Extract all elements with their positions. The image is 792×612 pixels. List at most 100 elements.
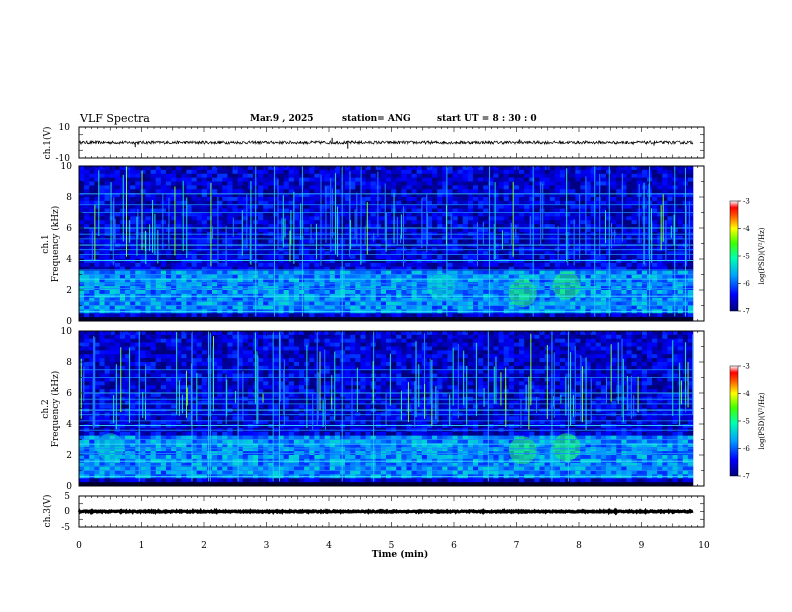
spectrogram-cell — [125, 220, 131, 225]
spectrogram-cell — [304, 189, 310, 194]
spectrogram-cell — [590, 313, 597, 318]
spectrogram-cell — [524, 189, 530, 194]
spectrogram-cell — [391, 185, 397, 190]
spectrogram-cell — [171, 212, 177, 217]
spectrogram-cell — [99, 274, 105, 279]
spectrogram-cell — [319, 200, 325, 206]
spectrogram-cell — [534, 290, 540, 295]
spectrogram-cell — [89, 266, 95, 271]
spectrogram-cell — [590, 216, 597, 221]
spectrogram-cell — [232, 301, 238, 306]
spectrogram-cell — [652, 262, 658, 268]
spectrogram-cell — [554, 216, 561, 221]
spectrogram-cell — [519, 239, 525, 244]
spectrogram-cell — [89, 220, 95, 225]
spectrogram-cell — [114, 255, 121, 260]
spectrogram-cell — [493, 278, 499, 283]
spectrogram-cell — [171, 235, 177, 240]
spectrogram-cell — [442, 173, 448, 178]
spectrogram-cell — [288, 189, 295, 194]
spectrogram-cell — [508, 259, 515, 264]
spectrogram-cell — [452, 278, 458, 283]
spectrogram-cell — [406, 212, 412, 217]
spectrogram-cell — [370, 177, 377, 182]
spectrogram-cell — [483, 193, 489, 198]
spectrogram-cell — [575, 243, 581, 248]
spectrogram-cell — [539, 251, 545, 256]
spectrogram-cell — [657, 278, 663, 283]
spectrogram-cell — [155, 239, 162, 244]
spectrogram-cell — [396, 266, 402, 271]
spectrogram-cell — [662, 181, 668, 186]
spectrogram-cell — [386, 255, 392, 260]
spectrogram-cell — [662, 262, 668, 268]
spectrogram-cell — [442, 251, 448, 256]
spectrogram-cell — [339, 301, 346, 306]
spectrogram-cell — [263, 262, 269, 268]
spectrogram-cell — [196, 278, 203, 283]
spectrogram-cell — [396, 274, 402, 279]
spectrogram-cell — [293, 251, 300, 256]
spectrogram-cell — [493, 290, 499, 295]
spectrogram-cell — [396, 224, 402, 229]
spectrogram-cell — [360, 200, 366, 206]
spectrogram-cell — [559, 266, 566, 271]
spectrogram-cell — [119, 224, 126, 229]
spectrogram-cell — [539, 212, 545, 217]
spectrogram-cell — [345, 259, 351, 264]
spectrogram-cell — [687, 200, 694, 206]
spectrogram-cell — [590, 274, 597, 279]
spectrogram-cell — [590, 297, 597, 302]
spectrogram-cell — [498, 262, 504, 268]
spectrogram-cell — [222, 266, 228, 271]
spectrogram-cell — [288, 173, 295, 178]
spectrogram-cell — [478, 301, 484, 306]
spectrogram-cell — [549, 282, 556, 287]
spectrogram-cell — [606, 189, 612, 194]
spectrogram-cell — [462, 235, 469, 240]
spectrogram-cell — [140, 282, 146, 287]
spectrogram-cell — [365, 200, 371, 206]
spectrogram-cell — [559, 255, 566, 260]
spectrogram-cell — [130, 305, 136, 310]
spectrogram-cell — [304, 305, 310, 310]
spectrogram-cell — [452, 193, 458, 198]
spectrogram-cell — [145, 243, 151, 248]
spectrogram-cell — [396, 262, 402, 268]
spectrogram-cell — [380, 282, 387, 287]
spectrogram-cell — [283, 185, 290, 190]
spectrogram-cell — [94, 216, 100, 221]
spectrogram-cell — [309, 185, 315, 190]
spectrogram-cell — [206, 200, 213, 206]
spectrogram-cell — [667, 166, 673, 171]
spectrogram-cell — [549, 177, 556, 182]
spectrogram-cell — [334, 278, 341, 283]
spectrogram-cell — [421, 189, 428, 194]
spectrogram-cell — [606, 255, 612, 260]
spectrogram-cell — [519, 313, 525, 318]
spectrogram-cell — [534, 251, 540, 256]
spectrogram-cell — [590, 189, 597, 194]
spectrogram-cell — [109, 208, 116, 213]
spectrogram-cell — [104, 204, 110, 209]
spectrogram-cell — [626, 266, 632, 271]
spectrogram-cell — [201, 262, 208, 268]
spectrogram-cell — [258, 259, 264, 264]
spectrogram-cell — [288, 177, 295, 182]
spectrogram-cell — [125, 266, 131, 271]
chart-title: VLF Spectra — [80, 112, 150, 125]
spectrogram-cell — [283, 239, 290, 244]
spectrogram-cell — [457, 200, 464, 206]
spectrogram-cell — [600, 243, 607, 248]
spectrogram-cell — [268, 270, 274, 275]
spectrogram-cell — [529, 177, 535, 182]
spectrogram-cell — [84, 204, 90, 209]
spectrogram-cell — [258, 297, 264, 302]
spectrogram-cell — [217, 270, 223, 275]
spectrogram-cell — [503, 189, 510, 194]
spectrogram-cell — [212, 181, 218, 186]
spectrogram-cell — [437, 169, 443, 175]
spectrogram-cell — [324, 266, 331, 271]
spectrogram-cell — [687, 235, 694, 240]
spectrogram-cell — [242, 282, 249, 287]
